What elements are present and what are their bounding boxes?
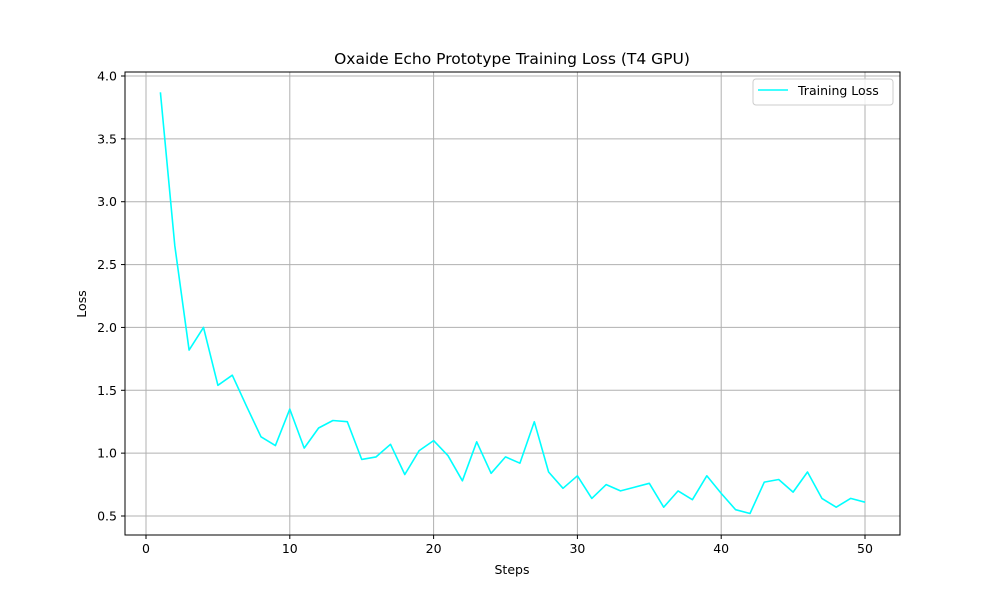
x-tick-label: 20	[426, 541, 442, 556]
legend-box	[752, 78, 894, 106]
y-axis-label: Loss	[74, 290, 89, 317]
legend-label: Training Loss	[797, 83, 879, 98]
y-tick-label: 3.0	[97, 194, 117, 209]
y-tick-label: 0.5	[97, 509, 117, 524]
y-tick-label: 2.5	[97, 257, 117, 272]
plot-frame	[124, 71, 901, 536]
x-tick-label: 40	[713, 541, 729, 556]
grid-lines	[125, 72, 900, 535]
x-tick-label: 30	[569, 541, 585, 556]
y-tick-label: 1.0	[97, 446, 117, 461]
x-axis-label: Steps	[495, 562, 530, 577]
y-tick-label: 1.5	[97, 383, 117, 398]
x-tick-label: 0	[142, 541, 150, 556]
y-axis-ticks: 0.5 1.0 1.5 2.0 2.5 3.0 3.5 4.0	[97, 69, 125, 524]
x-tick-label: 50	[857, 541, 873, 556]
legend: Training Loss	[752, 78, 894, 106]
x-axis-ticks: 0 10 20 30 40 50	[142, 535, 873, 556]
y-tick-label: 2.0	[97, 320, 117, 335]
y-tick-label: 4.0	[97, 69, 117, 84]
x-tick-label: 10	[282, 541, 298, 556]
chart-title: Oxaide Echo Prototype Training Loss (T4 …	[334, 50, 690, 68]
y-tick-label: 3.5	[97, 131, 117, 146]
training-loss-line	[159, 92, 866, 515]
